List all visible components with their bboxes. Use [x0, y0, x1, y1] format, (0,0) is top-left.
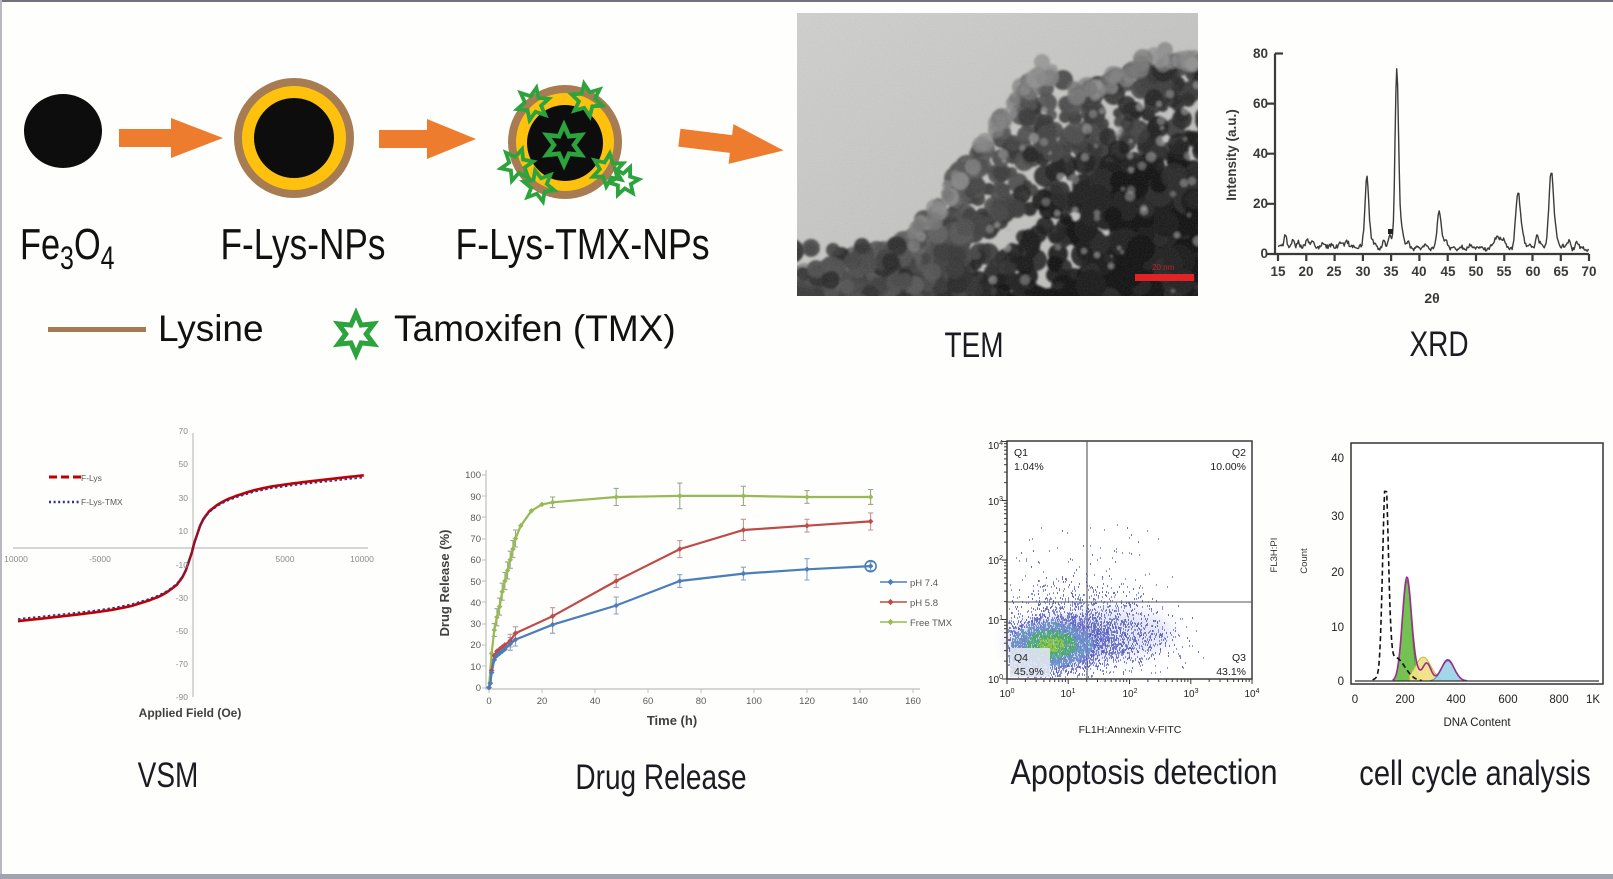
- svg-text:Count: Count: [1299, 548, 1310, 574]
- svg-text:pH 5.8: pH 5.8: [910, 598, 938, 609]
- svg-text:400: 400: [1446, 694, 1465, 706]
- svg-text:20: 20: [1331, 567, 1344, 579]
- svg-text:-10: -10: [176, 560, 189, 570]
- svg-text:FL3H:PI: FL3H:PI: [1269, 538, 1280, 573]
- svg-text:80: 80: [1253, 46, 1268, 61]
- svg-text:104: 104: [1244, 688, 1259, 700]
- svg-text:102: 102: [988, 555, 1003, 567]
- svg-text:15: 15: [1270, 264, 1286, 279]
- svg-text:Q1: Q1: [1014, 447, 1028, 459]
- svg-text:30: 30: [470, 619, 481, 630]
- svg-text:10: 10: [1331, 622, 1344, 634]
- svg-text:40: 40: [1411, 264, 1426, 279]
- svg-text:Applied Field (Oe): Applied Field (Oe): [139, 706, 242, 720]
- svg-text:103: 103: [1183, 688, 1198, 700]
- svg-text:20 nm: 20 nm: [1152, 263, 1175, 272]
- svg-text:Q4: Q4: [1014, 652, 1028, 664]
- svg-text:0: 0: [1260, 246, 1268, 261]
- svg-text:200: 200: [1395, 694, 1414, 706]
- svg-text:FL1H:Annexin V-FITC: FL1H:Annexin V-FITC: [1079, 724, 1182, 736]
- svg-text:20: 20: [537, 696, 548, 707]
- svg-text:10000: 10000: [4, 554, 28, 564]
- svg-text:140: 140: [852, 696, 868, 707]
- svg-text:45.9%: 45.9%: [1014, 666, 1044, 678]
- svg-text:60: 60: [643, 696, 654, 707]
- svg-text:80: 80: [470, 513, 481, 524]
- svg-text:Q3: Q3: [1232, 652, 1246, 664]
- svg-text:10.00%: 10.00%: [1210, 461, 1246, 473]
- svg-text:103: 103: [988, 496, 1003, 508]
- svg-text:101: 101: [1060, 688, 1075, 700]
- svg-text:600: 600: [1498, 694, 1517, 706]
- svg-text:80: 80: [696, 696, 707, 707]
- svg-text:DNA Content: DNA Content: [1443, 717, 1511, 729]
- svg-text:F-Lys-TMX: F-Lys-TMX: [81, 497, 123, 507]
- svg-text:-5000: -5000: [89, 554, 111, 564]
- svg-text:10: 10: [470, 662, 481, 673]
- svg-text:50: 50: [470, 577, 481, 588]
- svg-text:Intensity (a.u.): Intensity (a.u.): [1224, 109, 1239, 201]
- svg-text:60: 60: [470, 555, 481, 566]
- svg-text:40: 40: [1331, 453, 1344, 465]
- svg-text:40: 40: [1253, 146, 1268, 161]
- svg-text:40: 40: [470, 598, 481, 609]
- svg-text:F-Lys: F-Lys: [81, 473, 102, 483]
- svg-text:1K: 1K: [1586, 694, 1600, 706]
- svg-text:10000: 10000: [350, 554, 374, 564]
- svg-text:101: 101: [988, 615, 1003, 627]
- svg-text:-30: -30: [176, 593, 189, 603]
- svg-text:60: 60: [1253, 96, 1268, 111]
- svg-text:40: 40: [590, 696, 601, 707]
- svg-text:10: 10: [179, 526, 189, 536]
- svg-text:5000: 5000: [276, 554, 295, 564]
- svg-text:30: 30: [179, 493, 189, 503]
- svg-text:30: 30: [1355, 264, 1370, 279]
- svg-text:45: 45: [1440, 264, 1456, 279]
- svg-text:50: 50: [179, 459, 189, 469]
- svg-text:2θ: 2θ: [1424, 290, 1439, 306]
- svg-text:20: 20: [1253, 196, 1268, 211]
- svg-text:60: 60: [1525, 264, 1540, 279]
- svg-text:20: 20: [470, 640, 481, 651]
- svg-text:Drug Release (%): Drug Release (%): [437, 530, 452, 637]
- svg-text:100: 100: [746, 696, 762, 707]
- svg-text:25: 25: [1326, 264, 1342, 279]
- svg-text:70: 70: [470, 534, 481, 545]
- svg-text:90: 90: [470, 492, 481, 503]
- svg-text:Time (h): Time (h): [647, 713, 697, 728]
- svg-text:0: 0: [476, 683, 481, 694]
- svg-text:43.1%: 43.1%: [1216, 666, 1246, 678]
- svg-text:-70: -70: [176, 659, 189, 669]
- svg-text:20: 20: [1298, 264, 1313, 279]
- svg-text:100: 100: [465, 470, 481, 481]
- svg-text:100: 100: [988, 674, 1003, 686]
- svg-text:0: 0: [486, 696, 491, 707]
- svg-text:Free TMX: Free TMX: [910, 618, 953, 629]
- svg-text:120: 120: [799, 696, 815, 707]
- svg-text:800: 800: [1549, 694, 1568, 706]
- svg-text:0: 0: [1338, 676, 1344, 688]
- svg-text:104: 104: [988, 440, 1003, 452]
- svg-text:102: 102: [1122, 688, 1137, 700]
- svg-text:50: 50: [1468, 264, 1483, 279]
- svg-text:35: 35: [1383, 264, 1399, 279]
- svg-text:55: 55: [1496, 264, 1512, 279]
- svg-text:30: 30: [1331, 511, 1344, 523]
- svg-text:1.04%: 1.04%: [1014, 461, 1044, 473]
- svg-text:160: 160: [905, 696, 921, 707]
- svg-text:pH 7.4: pH 7.4: [910, 578, 938, 589]
- svg-text:65: 65: [1553, 264, 1569, 279]
- svg-text:Q2: Q2: [1232, 447, 1246, 459]
- svg-text:70: 70: [179, 426, 189, 436]
- svg-text:-50: -50: [176, 626, 189, 636]
- svg-text:100: 100: [999, 688, 1014, 700]
- svg-text:70: 70: [1581, 264, 1596, 279]
- svg-text:-90: -90: [176, 692, 189, 702]
- svg-text:0: 0: [1352, 694, 1358, 706]
